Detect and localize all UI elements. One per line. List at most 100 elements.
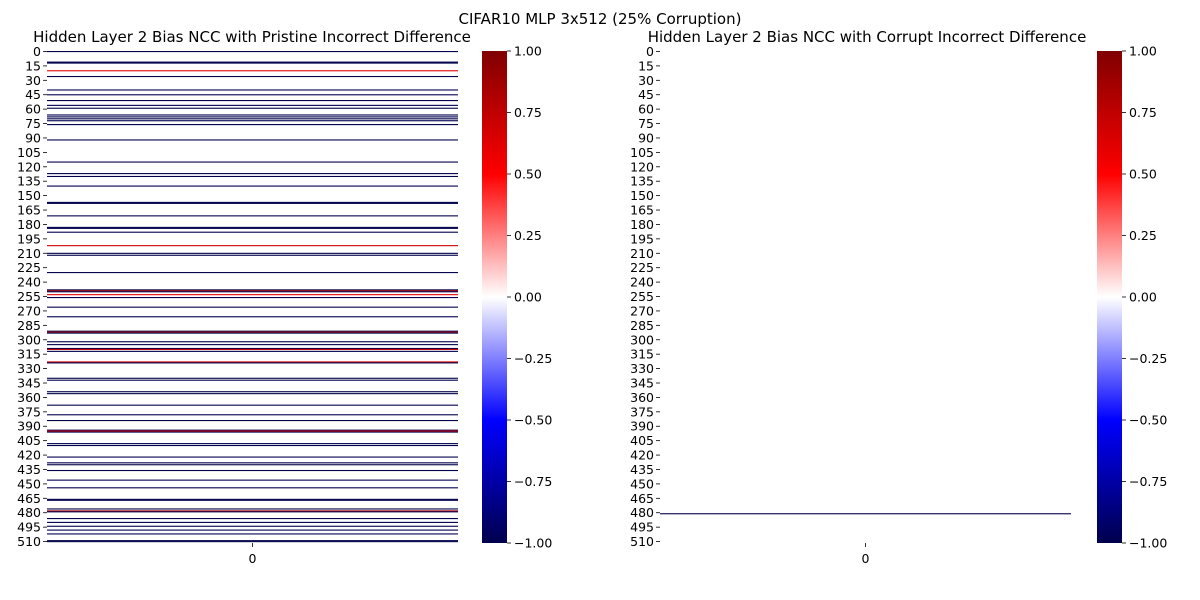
heatmap-cell xyxy=(47,231,458,233)
heatmap-cell xyxy=(47,100,458,102)
y-tick-label: 330 xyxy=(630,361,654,376)
y-tick-label: 120 xyxy=(630,159,654,174)
heatmap-cell xyxy=(47,332,458,334)
colorbar-tick-label: −0.25 xyxy=(1129,351,1167,366)
heatmap-cell xyxy=(47,540,458,542)
y-tick-label: 0 xyxy=(646,44,654,59)
heatmap-cell xyxy=(47,511,458,513)
y-tick-label: 510 xyxy=(630,534,654,549)
heatmap-cell xyxy=(47,114,458,116)
y-tick-label: 480 xyxy=(17,505,41,520)
colorbar-tick-label: 1.00 xyxy=(514,44,542,59)
heatmap-cell xyxy=(47,227,458,229)
chart-title: Hidden Layer 2 Bias NCC with Pristine In… xyxy=(33,28,471,46)
heatmap-cell xyxy=(47,62,458,64)
colorbar-tick-label: 0.00 xyxy=(1129,290,1157,305)
heatmap-cell xyxy=(47,510,458,512)
heatmap-cell xyxy=(47,316,458,318)
heatmap-cell xyxy=(47,487,458,489)
colorbar-tick-label: 1.00 xyxy=(1129,44,1157,59)
y-tick-label: 180 xyxy=(630,217,654,232)
heatmap-cell xyxy=(47,414,458,416)
y-tick-label: 15 xyxy=(638,58,654,73)
heatmap-cell xyxy=(47,139,458,141)
y-tick-label: 360 xyxy=(630,390,654,405)
y-tick-label: 225 xyxy=(630,260,654,275)
y-tick-label: 225 xyxy=(17,260,41,275)
heatmap-cell xyxy=(47,70,458,72)
heatmap-cell xyxy=(47,350,458,352)
y-tick-label: 390 xyxy=(630,419,654,434)
y-tick-label: 375 xyxy=(630,404,654,419)
heatmap-cell xyxy=(47,306,458,308)
colorbar-tick-label: 0.50 xyxy=(1129,167,1157,182)
heatmap-cell xyxy=(47,443,458,445)
colorbar-tick-label: −0.50 xyxy=(1129,413,1167,428)
x-tick-label: 0 xyxy=(862,551,870,566)
y-tick-label: 285 xyxy=(630,318,654,333)
y-tick-label: 450 xyxy=(630,476,654,491)
colorbar-tick-label: 0.25 xyxy=(514,228,542,243)
y-tick-label: 165 xyxy=(17,203,41,218)
heatmap-cell xyxy=(47,362,458,364)
y-tick-label: 45 xyxy=(638,87,654,102)
y-tick-label: 240 xyxy=(630,275,654,290)
chart-title: Hidden Layer 2 Bias NCC with Corrupt Inc… xyxy=(648,28,1087,46)
y-tick-label: 15 xyxy=(25,58,41,73)
heatmap-cell xyxy=(47,348,458,350)
heatmap-cell xyxy=(47,51,458,53)
heatmap-cell xyxy=(47,508,458,510)
y-tick-label: 30 xyxy=(25,73,41,88)
x-tick-label: 0 xyxy=(249,551,257,566)
y-tick-label: 60 xyxy=(25,102,41,117)
heatmap-cell xyxy=(47,525,458,527)
y-tick-label: 375 xyxy=(17,404,41,419)
y-tick-label: 465 xyxy=(17,491,41,506)
y-tick-label: 255 xyxy=(17,289,41,304)
heatmap-panel-pristine: Hidden Layer 2 Bias NCC with Pristine In… xyxy=(17,28,552,566)
heatmap-cell xyxy=(47,420,458,422)
y-tick-label: 300 xyxy=(630,332,654,347)
y-tick-label: 165 xyxy=(630,203,654,218)
y-tick-label: 195 xyxy=(17,231,41,246)
y-tick-label: 420 xyxy=(630,448,654,463)
y-tick-label: 360 xyxy=(17,390,41,405)
y-tick-label: 510 xyxy=(17,534,41,549)
heatmap-cell xyxy=(47,404,458,406)
colorbar: 1.00 0.75 0.50 0.25 0.00 −0.25 −0.50 −0.75 −1.00 xyxy=(1097,44,1167,551)
heatmap-cell xyxy=(47,456,458,458)
heatmap-cell xyxy=(47,226,458,228)
heatmap-cell xyxy=(47,185,458,187)
y-tick-label: 345 xyxy=(630,376,654,391)
heatmap-cell xyxy=(47,529,458,531)
y-tick-label: 435 xyxy=(630,462,654,477)
y-tick-label: 390 xyxy=(17,419,41,434)
heatmap-cell xyxy=(47,173,458,175)
heatmap-cell xyxy=(47,104,458,106)
heatmap-cell xyxy=(47,294,458,296)
y-tick-label: 180 xyxy=(17,217,41,232)
heatmap-cell xyxy=(47,330,458,332)
y-tick-label: 75 xyxy=(25,116,41,131)
y-tick-label: 465 xyxy=(630,491,654,506)
colorbar-tick-label: 0.00 xyxy=(514,290,542,305)
heatmap-cell xyxy=(47,377,458,379)
heatmap-cells xyxy=(660,51,1071,543)
y-tick-label: 495 xyxy=(630,520,654,535)
heatmap-cell xyxy=(47,361,458,363)
y-axis: 0153045607590105120135150165180195210225… xyxy=(630,44,660,549)
heatmap-background xyxy=(660,51,1071,543)
heatmap-cell xyxy=(47,272,458,274)
x-axis: 0 xyxy=(249,543,257,566)
heatmap-cell xyxy=(47,331,458,333)
colorbar-tick-label: −0.50 xyxy=(514,413,552,428)
colorbar-tick-label: −1.00 xyxy=(1129,536,1167,551)
colorbar-tick-label: 0.75 xyxy=(1129,105,1157,120)
heatmap-cell xyxy=(47,124,458,126)
heatmap-cell xyxy=(660,513,1071,515)
heatmap-cell xyxy=(47,498,458,500)
y-tick-label: 255 xyxy=(630,289,654,304)
y-tick-label: 120 xyxy=(17,159,41,174)
y-tick-label: 420 xyxy=(17,448,41,463)
